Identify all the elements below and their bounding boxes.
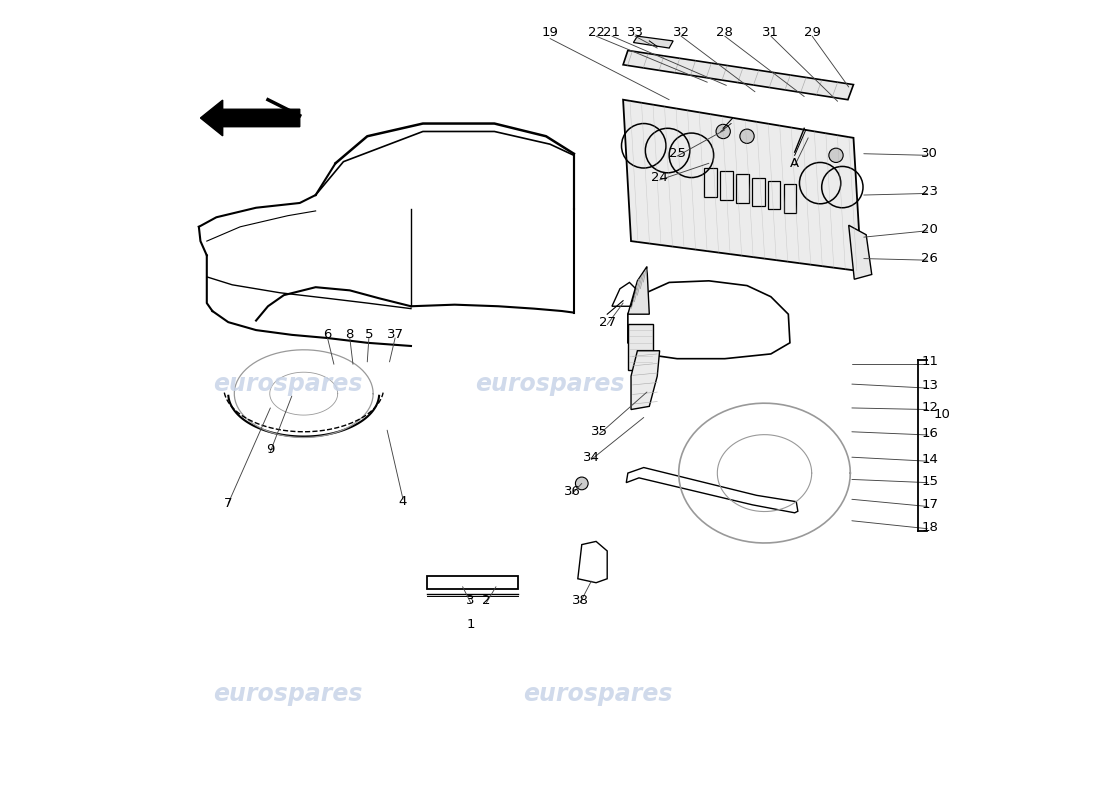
Text: 24: 24 xyxy=(651,171,668,184)
Text: 35: 35 xyxy=(591,426,608,438)
Text: 18: 18 xyxy=(922,521,938,534)
Text: 13: 13 xyxy=(921,379,938,392)
Bar xyxy=(628,324,653,370)
Text: 19: 19 xyxy=(541,26,559,39)
Text: 37: 37 xyxy=(386,328,404,342)
Text: 21: 21 xyxy=(604,26,620,39)
Text: 1: 1 xyxy=(466,618,475,630)
Text: 3: 3 xyxy=(466,594,475,606)
Text: 30: 30 xyxy=(922,147,938,160)
Text: 12: 12 xyxy=(921,402,938,414)
Polygon shape xyxy=(623,50,854,100)
Text: 31: 31 xyxy=(762,26,780,39)
Text: 4: 4 xyxy=(399,495,407,508)
Text: A: A xyxy=(790,157,800,170)
Text: 10: 10 xyxy=(933,408,950,421)
Text: 11: 11 xyxy=(921,355,938,368)
Text: 15: 15 xyxy=(921,474,938,487)
Text: eurospares: eurospares xyxy=(475,372,625,396)
FancyArrow shape xyxy=(200,100,300,136)
Bar xyxy=(783,184,796,213)
Text: 29: 29 xyxy=(804,26,821,39)
Text: 33: 33 xyxy=(627,26,644,39)
Polygon shape xyxy=(849,226,872,279)
Text: 7: 7 xyxy=(224,497,232,510)
Circle shape xyxy=(716,124,730,138)
Text: eurospares: eurospares xyxy=(213,682,363,706)
Bar xyxy=(736,174,749,203)
Polygon shape xyxy=(623,100,861,271)
Text: 26: 26 xyxy=(922,252,938,265)
Text: 9: 9 xyxy=(266,442,275,456)
Text: 27: 27 xyxy=(598,316,616,329)
Text: eurospares: eurospares xyxy=(213,372,363,396)
Text: 14: 14 xyxy=(922,453,938,466)
Text: 25: 25 xyxy=(669,147,685,160)
Bar xyxy=(751,178,764,206)
Polygon shape xyxy=(631,350,660,410)
Text: 6: 6 xyxy=(323,328,332,342)
Circle shape xyxy=(829,148,843,162)
Text: 5: 5 xyxy=(364,328,373,342)
Bar xyxy=(768,181,780,210)
Text: 38: 38 xyxy=(572,594,588,606)
Text: eurospares: eurospares xyxy=(522,682,672,706)
Bar xyxy=(427,576,518,589)
Text: 28: 28 xyxy=(716,26,734,39)
Text: 34: 34 xyxy=(583,450,600,464)
Text: 8: 8 xyxy=(345,328,354,342)
Polygon shape xyxy=(628,266,649,314)
Circle shape xyxy=(740,129,755,143)
Bar xyxy=(720,171,733,200)
Text: 16: 16 xyxy=(922,427,938,440)
Text: 22: 22 xyxy=(587,26,605,39)
Text: 20: 20 xyxy=(922,222,938,236)
Text: 32: 32 xyxy=(672,26,690,39)
Circle shape xyxy=(575,477,589,490)
Text: 23: 23 xyxy=(921,185,938,198)
Text: 36: 36 xyxy=(564,485,581,498)
Polygon shape xyxy=(634,36,673,48)
Text: 17: 17 xyxy=(921,498,938,511)
Bar xyxy=(704,168,717,197)
Text: 2: 2 xyxy=(482,594,491,606)
